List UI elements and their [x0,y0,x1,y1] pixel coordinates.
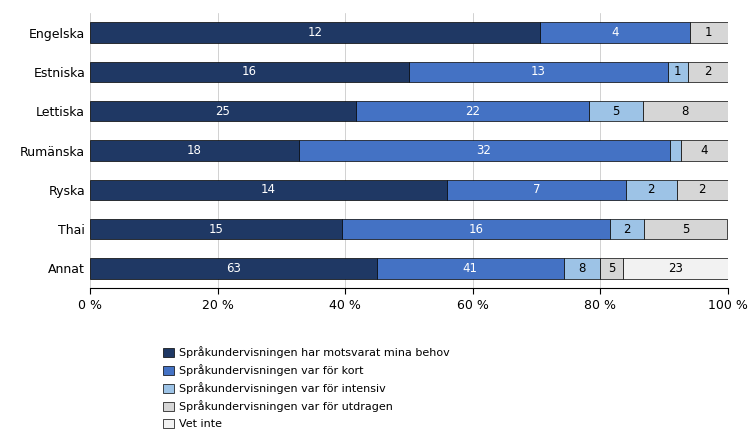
Bar [90,140,298,161]
Bar [643,101,728,121]
Text: 63: 63 [226,262,241,275]
Text: 16: 16 [468,223,483,236]
Text: 8: 8 [681,104,688,118]
Text: 8: 8 [578,262,586,275]
Bar [668,61,688,82]
Bar [90,101,356,121]
Text: 16: 16 [242,65,256,78]
Text: 5: 5 [608,262,615,275]
Text: 5: 5 [682,223,689,236]
Text: 2: 2 [647,183,655,197]
Bar [670,140,681,161]
Text: 4: 4 [700,144,708,157]
Text: 41: 41 [463,262,478,275]
Text: 7: 7 [532,183,540,197]
Legend: Språkundervisningen har motsvarat mina behov, Språkundervisningen var för kort, : Språkundervisningen har motsvarat mina b… [159,343,454,430]
Text: 14: 14 [261,183,276,197]
Text: 4: 4 [611,26,619,39]
Bar [376,258,563,279]
Bar [622,258,728,279]
Bar [90,258,376,279]
Text: 12: 12 [308,26,322,39]
Bar [600,258,622,279]
Bar [644,219,728,240]
Bar [610,219,644,240]
Bar [681,140,728,161]
Text: 25: 25 [215,104,230,118]
Bar [409,61,668,82]
Bar [90,219,342,240]
Text: 1: 1 [705,26,712,39]
Bar [90,180,447,200]
Bar [356,101,590,121]
Bar [90,22,540,43]
Text: 15: 15 [209,223,224,236]
Bar [688,61,728,82]
Bar [90,61,409,82]
Text: 18: 18 [187,144,202,157]
Text: 2: 2 [704,65,711,78]
Text: 13: 13 [531,65,546,78]
Text: 2: 2 [698,183,706,197]
Bar [676,180,728,200]
Bar [447,180,626,200]
Text: 22: 22 [465,104,480,118]
Bar [690,22,728,43]
Text: 1: 1 [674,65,682,78]
Text: 32: 32 [477,144,491,157]
Bar [626,180,676,200]
Text: 2: 2 [623,223,631,236]
Bar [563,258,600,279]
Text: 23: 23 [668,262,682,275]
Bar [590,101,643,121]
Bar [342,219,610,240]
Text: 5: 5 [612,104,620,118]
Bar [298,140,670,161]
Bar [540,22,690,43]
